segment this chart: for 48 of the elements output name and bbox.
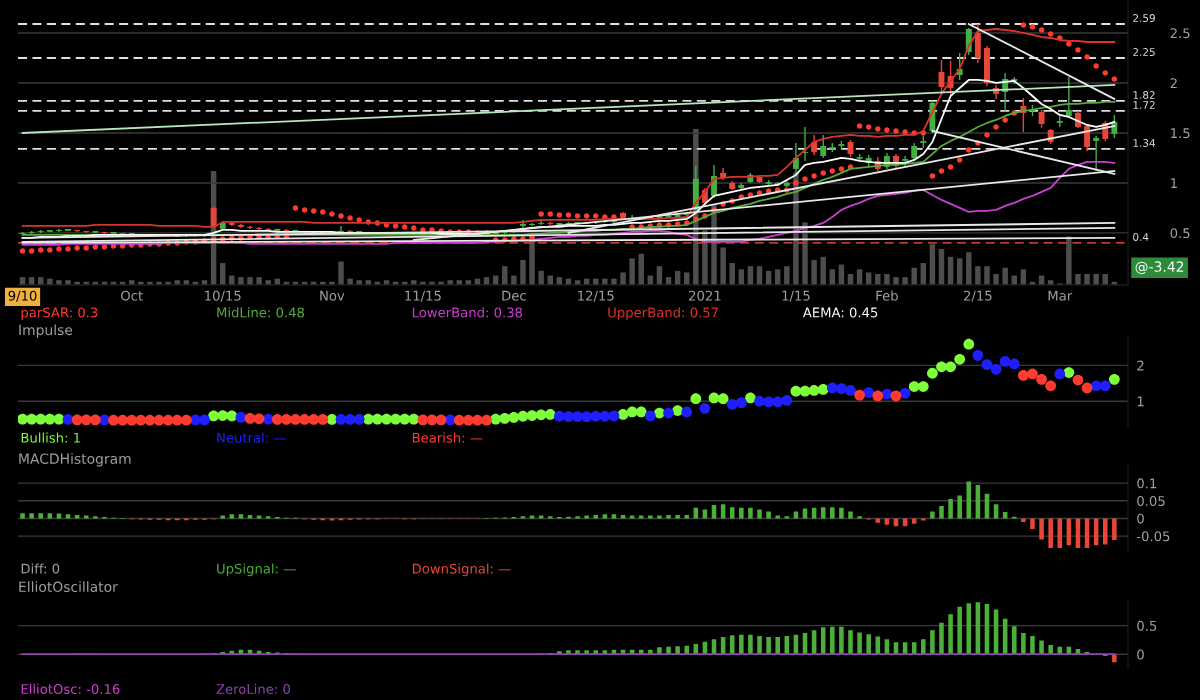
y-tick-label: 2 (1170, 78, 1177, 88)
series-label: Bullish: 1 (21, 432, 80, 443)
text: MidLine: 0.48 (217, 307, 305, 318)
ref-line-label: 1.34 (1133, 139, 1156, 147)
text: @-3.42 (1135, 261, 1184, 275)
text: ZeroLine: 0 (216, 683, 291, 695)
text: UpperBand: 0.57 (608, 307, 718, 320)
y-tick-label: 0.5 (1170, 228, 1190, 239)
y-tick-label: 2.5 (1170, 28, 1190, 39)
ref-line-label: 0.4 (1133, 233, 1149, 241)
x-tick-label: Dec (502, 290, 526, 301)
text: Diff: 0 (21, 563, 60, 574)
chart-title: Impulse (19, 324, 73, 338)
x-tick-label: 11/15 (405, 290, 441, 302)
y-tick-label: 1 (1137, 396, 1144, 407)
x-tick-label: Mar (1048, 290, 1073, 301)
chart-title: MACDHistogram (19, 453, 131, 467)
x-tick-label: Feb (876, 290, 898, 301)
chart-title: ElliotOscillator (19, 581, 118, 593)
ref-line-label: 1.82 (1133, 91, 1155, 99)
text: DownSignal: — (412, 563, 511, 577)
ref-line-label: 1.72 (1133, 101, 1155, 109)
x-tick-label: 2/15 (964, 290, 992, 302)
text: parSAR: 0.3 (21, 307, 98, 320)
y-tick-label: 0 (1137, 513, 1144, 524)
x-tick-label: Nov (320, 290, 345, 301)
x-tick-label: 2021 (689, 290, 721, 301)
x-tick-label: 9/10 (8, 290, 37, 302)
y-tick-label: -0.05 (1136, 531, 1170, 542)
y-tick-label: 0.05 (1137, 496, 1165, 506)
text: LowerBand: 0.38 (412, 307, 523, 318)
y-tick-label: 0 (1137, 649, 1144, 660)
y-tick-label: 1.5 (1171, 128, 1190, 139)
text: ElliotOsc: -0.16 (21, 683, 120, 695)
x-tick-label: 10/15 (205, 290, 241, 302)
ref-line-label: 2.59 (1133, 14, 1155, 22)
y-tick-label: 2 (1137, 360, 1144, 371)
ref-line-label: 2.25 (1133, 48, 1155, 56)
y-tick-label: 1 (1171, 178, 1177, 188)
x-tick-label: 12/15 (578, 290, 614, 302)
x-tick-label: 1/15 (782, 290, 810, 302)
x-tick-label: Oct (121, 290, 143, 301)
y-tick-label: 0.1 (1137, 478, 1157, 489)
y-tick-label: 0.5 (1137, 620, 1157, 631)
text: AEMA: 0.45 (802, 307, 878, 318)
series-label: Bearish: — (412, 432, 483, 443)
series-label: Neutral: — (217, 432, 286, 443)
text: UpSignal: — (217, 563, 296, 577)
